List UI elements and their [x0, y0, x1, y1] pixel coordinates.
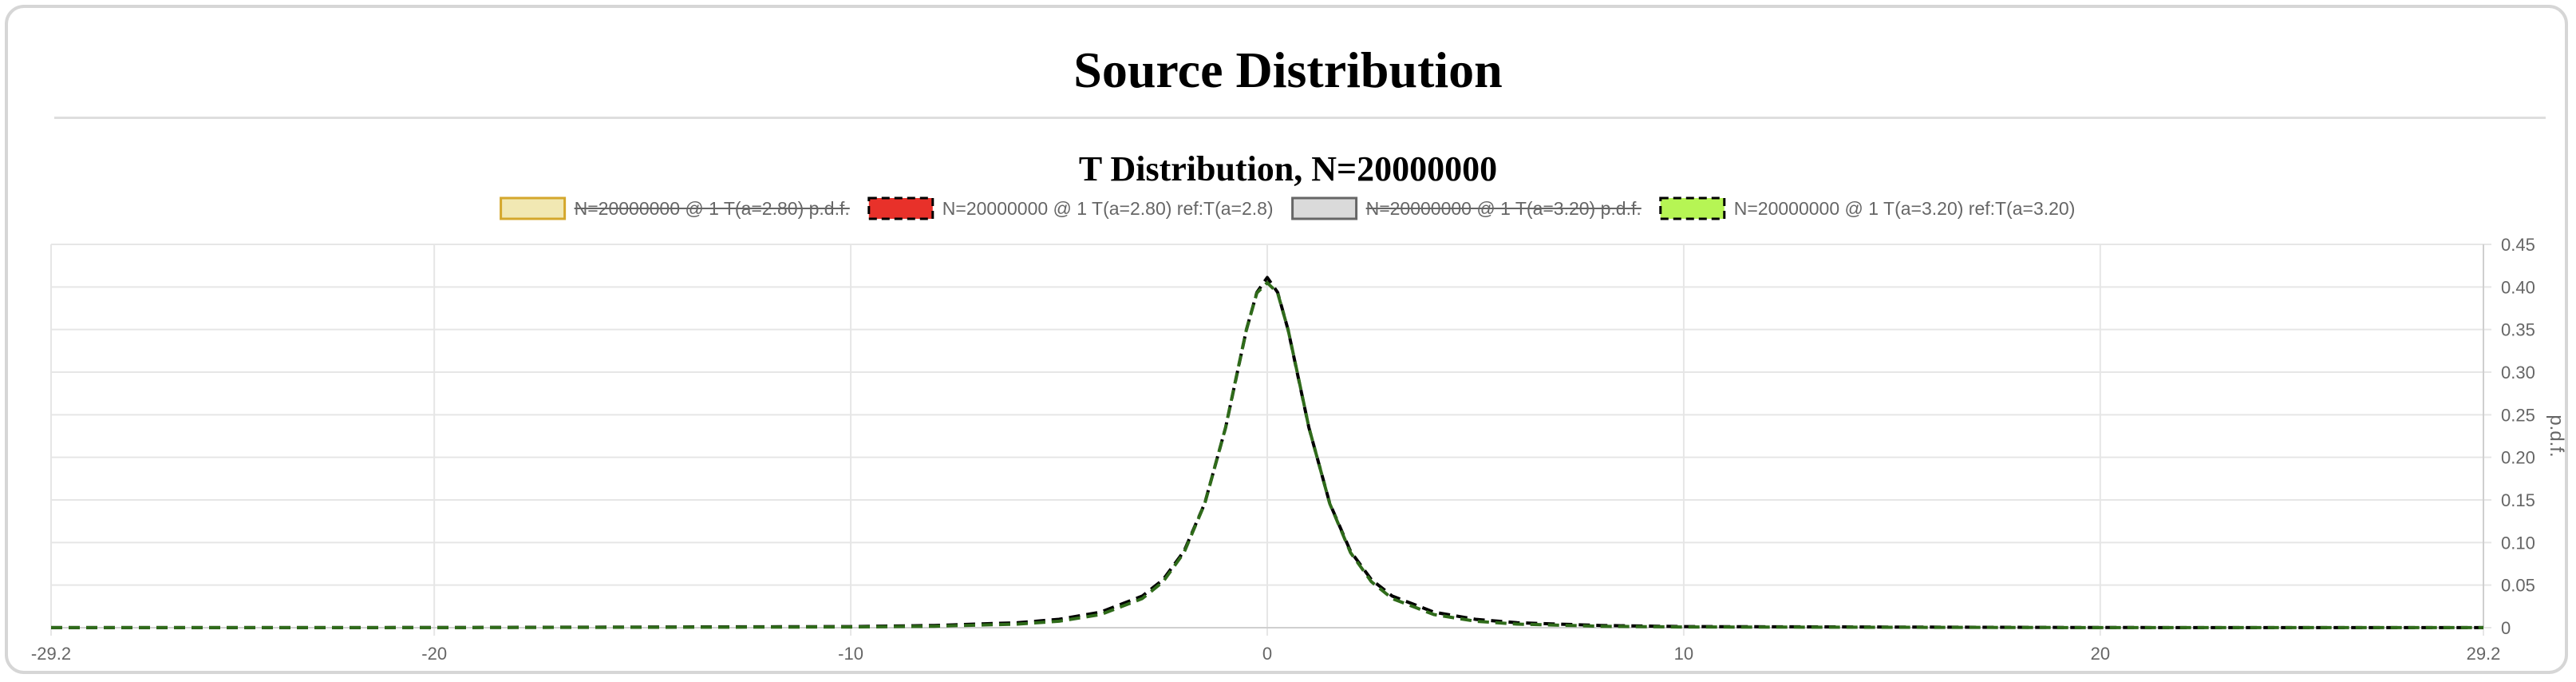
- x-tick-label: -20: [421, 644, 447, 664]
- y-tick-label: 0.25: [2501, 405, 2535, 425]
- x-tick-label: 20: [2091, 644, 2110, 664]
- legend-item-3[interactable]: N=20000000 @ 1 T(a=3.20) p.d.f.: [1291, 196, 1642, 220]
- y-tick-label: 0.15: [2501, 490, 2535, 510]
- y-tick-label: 0.05: [2501, 576, 2535, 596]
- chart-title: T Distribution, N=20000000: [1078, 149, 1498, 188]
- title-divider: [54, 117, 2546, 119]
- legend-item-2[interactable]: N=20000000 @ 1 T(a=2.80) ref:T(a=2.8): [867, 196, 1274, 220]
- y-tick-label: 0.45: [2501, 235, 2535, 255]
- legend-swatch: [500, 196, 567, 220]
- x-tick-label: -29.2: [31, 644, 71, 664]
- y-axis-ticks: 0 0.05 0.10 0.15 0.20 0.25 0.30 0.35 0.40 0.45: [2501, 235, 2535, 638]
- legend-item-1[interactable]: N=20000000 @ 1 T(a=2.80) p.d.f.: [500, 196, 850, 220]
- x-tick-label: 29.2: [2467, 644, 2501, 664]
- y-tick-label: 0.35: [2501, 320, 2535, 340]
- legend-label: N=20000000 @ 1 T(a=3.20) ref:T(a=3.20): [1734, 198, 2076, 219]
- legend-label: N=20000000 @ 1 T(a=2.80) ref:T(a=2.8): [942, 198, 1274, 219]
- y-tick-label: 0.40: [2501, 277, 2535, 297]
- panel-card: [5, 5, 2568, 674]
- legend-item-4[interactable]: N=20000000 @ 1 T(a=3.20) ref:T(a=3.20): [1659, 196, 2076, 220]
- y-axis-label: p.d.f.: [2546, 414, 2567, 457]
- x-tick-label: 0: [1262, 644, 1272, 664]
- y-tick-label: 0.20: [2501, 448, 2535, 468]
- y-tick-label: 0: [2501, 618, 2511, 638]
- legend-swatch: [867, 196, 934, 220]
- series-line-2: [50, 276, 2484, 629]
- chart-series: [50, 276, 2484, 629]
- chart-legend[interactable]: N=20000000 @ 1 T(a=2.80) p.d.f. N=2000000…: [500, 196, 2076, 220]
- x-tick-label: 10: [1674, 644, 1693, 664]
- legend-swatch: [1659, 196, 1726, 220]
- x-axis-ticks: -29.2 -20 -10 0 10 20 29.2: [31, 644, 2500, 664]
- y-tick-label: 0.30: [2501, 363, 2535, 383]
- y-tick-label: 0.10: [2501, 533, 2535, 553]
- x-tick-label: -10: [838, 644, 863, 664]
- page-title: Source Distribution: [1073, 42, 1503, 98]
- series-line-4: [51, 281, 2483, 629]
- legend-swatch: [1291, 196, 1358, 220]
- chart-grid: [50, 244, 2491, 636]
